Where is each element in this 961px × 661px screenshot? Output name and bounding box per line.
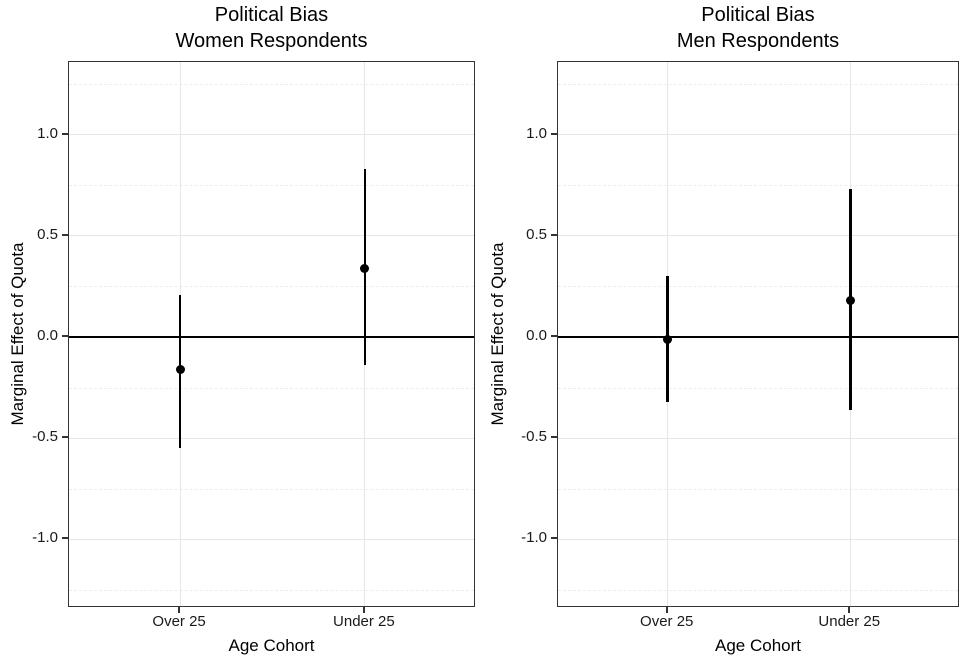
y-axis-tick-mark bbox=[551, 133, 557, 135]
gridline-minor bbox=[558, 488, 958, 490]
x-axis-tick-mark bbox=[848, 607, 851, 613]
gridline-major bbox=[558, 538, 958, 540]
y-axis-tick-label: -1.0 bbox=[521, 529, 547, 547]
gridline-major bbox=[558, 134, 958, 136]
plot-panel bbox=[68, 61, 475, 607]
y-axis-tick-mark bbox=[551, 537, 557, 540]
point-estimate-marker bbox=[845, 296, 855, 306]
y-axis-tick-label: 0.0 bbox=[37, 327, 58, 345]
x-axis-tick-label: Under 25 bbox=[333, 613, 395, 630]
gridline-major bbox=[69, 235, 474, 237]
x-axis-title: Age Cohort bbox=[228, 636, 315, 655]
y-axis-tick-mark bbox=[62, 133, 68, 135]
y-axis-tick-label: 0.5 bbox=[526, 225, 547, 243]
gridline-major bbox=[558, 235, 958, 237]
point-estimate-marker bbox=[663, 334, 673, 344]
panel-title-line2: Men Respondents bbox=[676, 30, 840, 52]
gridline-major bbox=[69, 437, 474, 439]
gridline-minor bbox=[558, 589, 958, 591]
panel-title-line1: Political Bias bbox=[214, 4, 329, 26]
x-axis-tick-label: Over 25 bbox=[640, 613, 694, 630]
x-axis-tick-mark bbox=[363, 607, 365, 613]
y-axis-tick-label: 1.0 bbox=[526, 124, 547, 142]
gridline-minor bbox=[69, 488, 474, 490]
panel-title-line2: Women Respondents bbox=[175, 30, 368, 52]
y-axis-tick-mark bbox=[62, 335, 68, 337]
plot-panel bbox=[557, 61, 959, 607]
gridline-minor bbox=[558, 84, 958, 86]
gridline-minor bbox=[558, 185, 958, 187]
panel-title-line1: Political Bias bbox=[701, 4, 815, 26]
gridline-minor bbox=[69, 84, 474, 86]
gridline-minor bbox=[69, 589, 474, 591]
y-axis-tick-label: 0.0 bbox=[526, 327, 547, 345]
point-estimate-marker bbox=[360, 263, 370, 273]
gridline-minor bbox=[558, 286, 958, 288]
gridline-major bbox=[69, 134, 474, 136]
zero-reference-line bbox=[558, 335, 958, 339]
y-axis-tick-mark bbox=[62, 537, 68, 540]
x-axis-tick-mark bbox=[178, 607, 180, 613]
y-axis-tick-label: -0.5 bbox=[521, 428, 547, 446]
y-axis-tick-mark bbox=[551, 436, 557, 438]
y-axis-tick-mark bbox=[62, 234, 68, 236]
y-axis-tick-mark bbox=[551, 335, 557, 337]
y-axis-tick-label: -1.0 bbox=[32, 529, 58, 547]
x-axis-title: Age Cohort bbox=[715, 636, 801, 655]
panel-title: Political Bias Women Respondents bbox=[68, 2, 475, 54]
y-axis-tick-label: 0.5 bbox=[37, 225, 58, 243]
gridline-minor bbox=[69, 286, 474, 288]
panel-title: Political Bias Men Respondents bbox=[557, 2, 959, 54]
gridline-major bbox=[69, 538, 474, 540]
gridline-minor bbox=[558, 387, 958, 389]
y-axis-tick-label: -0.5 bbox=[32, 428, 58, 446]
x-axis-tick-mark bbox=[665, 607, 668, 613]
zero-reference-line bbox=[69, 335, 474, 339]
y-axis-tick-label: 1.0 bbox=[37, 124, 58, 142]
y-axis-tick-mark bbox=[62, 436, 68, 438]
gridline-minor bbox=[69, 185, 474, 187]
x-axis-tick-label: Over 25 bbox=[152, 613, 206, 630]
x-axis-tick-label: Under 25 bbox=[818, 613, 881, 630]
gridline-major bbox=[558, 437, 958, 439]
point-estimate-marker bbox=[175, 364, 185, 374]
gridline-minor bbox=[69, 387, 474, 389]
y-axis-tick-mark bbox=[551, 234, 557, 236]
